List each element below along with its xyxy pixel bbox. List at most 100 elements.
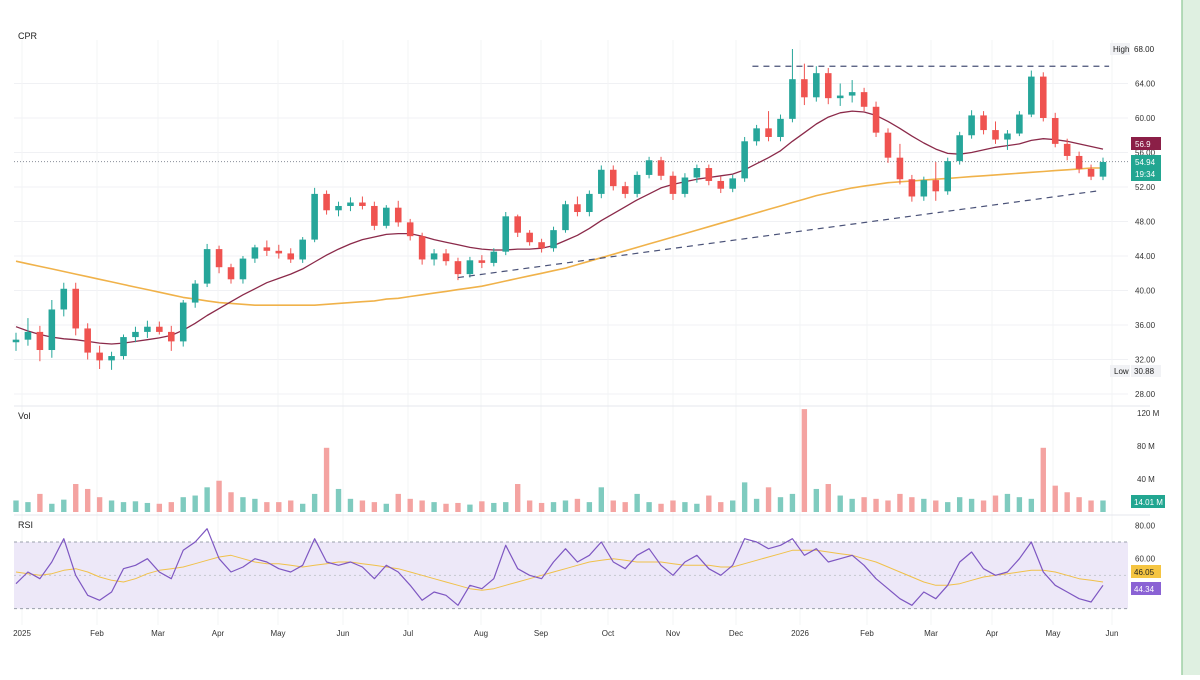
- grid-lines: [14, 40, 1128, 625]
- candle-body: [609, 169, 617, 187]
- candle-body: [729, 178, 736, 189]
- candle-body: [48, 309, 56, 351]
- candle-body: [550, 230, 557, 249]
- volume-pane-label: Vol: [18, 411, 31, 421]
- candle-body: [753, 128, 760, 142]
- candle-body: [681, 177, 689, 194]
- volume-bar: [180, 497, 186, 512]
- volume-bar: [1064, 492, 1070, 512]
- candle-body: [24, 331, 32, 340]
- volume-tick-label: 120 M: [1137, 409, 1160, 418]
- low-value: 30.88: [1134, 367, 1155, 376]
- volume-bar: [921, 498, 927, 512]
- volume-bar: [956, 497, 963, 512]
- volume-bar: [25, 502, 31, 512]
- rsi-ma-value: 46.05: [1134, 568, 1155, 577]
- volume-bar: [144, 502, 151, 512]
- rsi-pane-label: RSI: [18, 520, 33, 530]
- candle-body: [168, 331, 175, 342]
- price-tick-label: 56.00: [1135, 149, 1156, 158]
- volume-bar: [1040, 447, 1046, 512]
- candle-body: [872, 106, 880, 133]
- candle-body: [645, 160, 653, 175]
- volume-bar: [1004, 493, 1011, 512]
- volume-bar: [73, 484, 79, 512]
- time-tick-label: Apr: [986, 629, 999, 638]
- candle-body: [144, 326, 151, 332]
- candle-body: [311, 193, 318, 240]
- candle-body: [84, 328, 91, 353]
- candle-body: [430, 253, 438, 260]
- volume-bar: [622, 502, 628, 512]
- candle-body: [490, 251, 498, 263]
- volume-bar: [407, 498, 413, 512]
- time-tick-label: Dec: [729, 629, 743, 638]
- volume-bar: [861, 497, 867, 512]
- time-tick-label: May: [1045, 629, 1060, 638]
- candle-body: [848, 92, 856, 96]
- price-tick-label: 64.00: [1135, 80, 1156, 89]
- volume-bar: [992, 495, 999, 512]
- candle-body: [478, 260, 486, 263]
- volume-bar: [96, 497, 103, 512]
- volume-bar: [228, 492, 234, 512]
- candle-body: [621, 186, 629, 194]
- candle-body: [801, 79, 808, 98]
- volume-bar: [730, 500, 736, 512]
- time-tick-label: 2025: [13, 629, 31, 638]
- price-tick-label: 44.00: [1135, 252, 1156, 261]
- rsi-ma-badge: [1131, 565, 1161, 578]
- candle-body: [514, 216, 521, 233]
- volume-bar: [37, 493, 43, 512]
- volume-bar: [646, 502, 652, 512]
- volume-bar: [1076, 497, 1082, 512]
- candle-body: [96, 352, 103, 361]
- volume-bar: [574, 498, 581, 512]
- volume-bar: [359, 500, 366, 512]
- volume-bar: [586, 502, 593, 512]
- candle-body: [1028, 76, 1035, 115]
- candle-body: [36, 331, 44, 351]
- volume-bar: [550, 502, 557, 512]
- volume-bar: [264, 502, 270, 512]
- candle-body: [1087, 168, 1095, 177]
- volume-bar: [13, 500, 19, 512]
- price-tick-label: 32.00: [1135, 356, 1156, 365]
- candle-body: [299, 239, 306, 260]
- volume-bar: [156, 503, 163, 512]
- candle-body: [179, 302, 187, 342]
- time-tick-label: Mar: [151, 629, 165, 638]
- volume-bar: [252, 498, 258, 512]
- volume-bar: [849, 498, 855, 512]
- rsi-tick-label: 60.00: [1135, 555, 1156, 564]
- ma50-value-badge: [1131, 137, 1161, 150]
- candle-body: [287, 253, 295, 260]
- low-label-box: [1110, 365, 1130, 377]
- candle-body: [1075, 155, 1083, 169]
- volume-series: [13, 409, 1106, 512]
- candle-body: [1051, 118, 1059, 144]
- volume-bar: [84, 488, 91, 512]
- time-tick-label: Jul: [403, 629, 413, 638]
- price-tick-label: 52.00: [1135, 183, 1156, 192]
- volume-bar: [789, 493, 796, 512]
- ma50-series: [15, 110, 1104, 345]
- volume-bar: [837, 495, 843, 512]
- candle-body: [657, 160, 665, 176]
- volume-bar: [132, 501, 139, 512]
- volume-bar: [491, 502, 497, 512]
- volume-bar: [897, 493, 903, 512]
- candle-body: [574, 204, 581, 213]
- candle-body: [884, 132, 892, 158]
- rsi-value-badge: [1131, 582, 1161, 595]
- candle-body: [335, 205, 342, 211]
- volume-bar: [299, 503, 306, 512]
- candle-body: [908, 179, 916, 197]
- candle-body: [60, 288, 68, 310]
- candle-body: [12, 339, 20, 343]
- time-tick-label: Feb: [860, 629, 874, 638]
- volume-bar: [371, 502, 378, 512]
- candle-body: [526, 232, 533, 243]
- volume-bar: [610, 500, 616, 512]
